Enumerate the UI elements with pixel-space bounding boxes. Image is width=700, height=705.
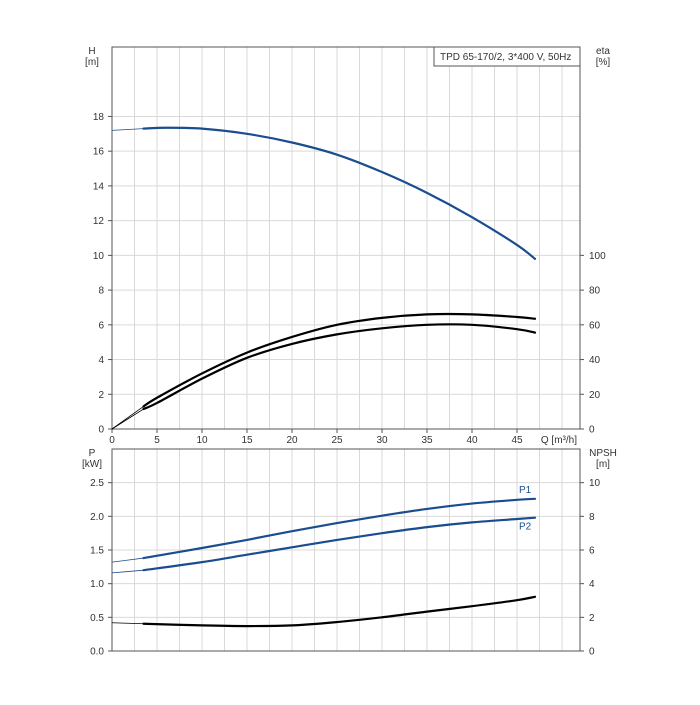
series-extension-line xyxy=(111,408,144,430)
series-label-p2: P2 xyxy=(519,522,532,533)
y-left-tick-label: 1.5 xyxy=(90,546,104,557)
y-right-axis-label: eta xyxy=(596,46,610,57)
y-left-axis-label: H xyxy=(88,46,95,57)
y-left-tick-label: 0 xyxy=(98,425,104,436)
x-tick-label: 40 xyxy=(466,435,478,446)
x-tick-label: 15 xyxy=(241,435,253,446)
series-extension-line xyxy=(111,622,144,625)
x-tick-label: 20 xyxy=(286,435,298,446)
x-tick-label: 30 xyxy=(376,435,388,446)
y-right-tick-label: 0 xyxy=(589,647,595,658)
y-left-tick-label: 18 xyxy=(93,112,105,123)
chart-title: TPD 65-170/2, 3*400 V, 50Hz xyxy=(440,52,571,63)
y-left-tick-label: 2.0 xyxy=(90,512,104,523)
y-right-tick-label: 0 xyxy=(589,425,595,436)
y-left-tick-label: 16 xyxy=(93,147,105,158)
y-right-tick-label: 80 xyxy=(589,286,601,297)
x-axis-label: Q [m³/h] xyxy=(541,435,577,446)
y-right-tick-label: 60 xyxy=(589,320,601,331)
y-left-tick-label: 6 xyxy=(98,320,104,331)
x-tick-label: 35 xyxy=(421,435,433,446)
series-line xyxy=(142,126,537,260)
y-right-axis-unit: [%] xyxy=(596,57,611,68)
y-left-tick-label: 10 xyxy=(93,251,105,262)
y-right-tick-label: 40 xyxy=(589,355,601,366)
y-left-tick-label: 2.5 xyxy=(90,478,104,489)
y-left-tick-label: 2 xyxy=(98,390,104,401)
y-right-tick-label: 100 xyxy=(589,251,606,262)
y-left-tick-label: 0.5 xyxy=(90,613,104,624)
y-right-tick-label: 4 xyxy=(589,579,595,590)
y-left-tick-label: 1.0 xyxy=(90,579,104,590)
series-extension-line xyxy=(111,557,144,563)
y-left-axis-unit: [kW] xyxy=(82,459,102,470)
x-tick-label: 0 xyxy=(109,435,115,446)
series-line xyxy=(142,312,537,408)
y-left-tick-label: 14 xyxy=(93,181,105,192)
y-left-tick-label: 0.0 xyxy=(90,647,104,658)
series-line xyxy=(142,323,537,411)
x-tick-label: 25 xyxy=(331,435,343,446)
series-extension-line xyxy=(111,128,144,131)
y-left-tick-label: 12 xyxy=(93,216,105,227)
x-tick-label: 10 xyxy=(196,435,208,446)
y-left-tick-label: 4 xyxy=(98,355,104,366)
series-extension-line xyxy=(111,569,144,574)
y-right-axis-unit: [m] xyxy=(596,459,610,470)
y-right-tick-label: 8 xyxy=(589,512,595,523)
y-left-axis-unit: [m] xyxy=(85,57,99,68)
y-right-tick-label: 10 xyxy=(589,478,601,489)
x-tick-label: 5 xyxy=(154,435,160,446)
y-left-tick-label: 8 xyxy=(98,286,104,297)
y-left-axis-label: P xyxy=(89,448,96,459)
y-right-tick-label: 20 xyxy=(589,390,601,401)
plot-frame xyxy=(111,46,581,430)
y-right-tick-label: 2 xyxy=(589,613,595,624)
x-tick-label: 45 xyxy=(511,435,523,446)
y-right-axis-label: NPSH xyxy=(589,448,617,459)
y-right-tick-label: 6 xyxy=(589,546,595,557)
title-box xyxy=(433,46,581,67)
series-line xyxy=(142,595,537,628)
series-line xyxy=(142,497,537,560)
series-label-p1: P1 xyxy=(519,485,532,496)
series-line xyxy=(142,516,537,572)
